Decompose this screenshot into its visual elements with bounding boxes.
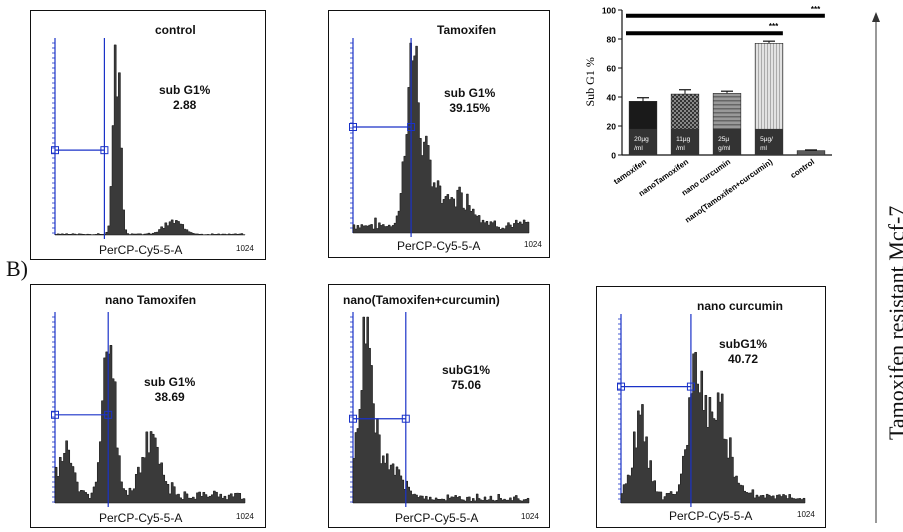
gate-handle <box>407 123 416 131</box>
dose-label: /ml <box>676 145 685 152</box>
panel-title-tamoxifen: Tamoxifen <box>437 23 497 37</box>
dose-label: 5µg/ <box>760 136 773 143</box>
category-label: tamoxifen <box>612 157 648 186</box>
panel-title-nano-curcumin: nano curcumin <box>697 299 784 313</box>
panel-title-control: control <box>155 23 196 37</box>
dose-label: 20µg <box>634 136 649 143</box>
y-tick-label: 80 <box>607 35 617 45</box>
histogram-nano-tamoxifen <box>51 312 246 507</box>
dose-label: g/ml <box>718 145 731 152</box>
gate-handle <box>349 414 357 423</box>
histogram-nano-tam-cur <box>349 312 530 507</box>
subg1-label-text: subG1% <box>719 337 768 351</box>
subg1-bar-chart: 0 20 40 60 80 100 Sub G1 % 20µg/ml tamoxifen 11µg… <box>583 5 832 225</box>
bar-4 <box>796 150 826 156</box>
histogram-panel-nano-curcumin: nano curcumin subG1% 40.72 PerCP-Cy5-5-A… <box>596 286 826 528</box>
subg1-label-text: sub G1% <box>444 86 496 100</box>
subg1-label-text: sub G1% <box>144 375 196 389</box>
y-axis-title: Sub G1 % <box>583 57 597 106</box>
x-axis-label-nano-curcumin: PerCP-Cy5-5-A <box>669 509 753 523</box>
panel-title-nano-tam-cur: nano(Tamoxifen+curcumin) <box>343 293 500 307</box>
x-axis-label-nano-tamoxifen: PerCP-Cy5-5-A <box>99 511 183 525</box>
gate-handle <box>100 146 109 155</box>
gate-handle <box>51 146 59 155</box>
dose-label: ml <box>760 145 767 152</box>
histogram-panel-tamoxifen: Tamoxifen sub G1% 39.15% PerCP-Cy5-5-A 1… <box>328 10 550 258</box>
subg1-label-text: sub G1% <box>159 83 211 97</box>
x-axis-label-nano-tam-cur: PerCP-Cy5-5-A <box>395 511 479 525</box>
subg1-label-nano-tam-cur: subG1% 75.06 <box>442 363 490 393</box>
histogram-area <box>54 44 246 236</box>
gate-handle <box>104 410 113 419</box>
significance-label: *** <box>769 22 779 31</box>
histogram-area <box>352 42 530 234</box>
gate-handle <box>349 123 357 131</box>
dose-label: /ml <box>634 145 643 152</box>
gate-handle <box>686 382 695 391</box>
gate-handle <box>617 382 625 391</box>
subg1-value: 38.69 <box>154 390 185 404</box>
histogram-panel-nano-tamoxifen: nano Tamoxifen sub G1% 38.69 PerCP-Cy5-5… <box>30 284 266 528</box>
subg1-label-nano-curcumin: subG1% 40.72 <box>719 337 767 367</box>
subg1-value: 2.88 <box>173 98 197 112</box>
category-label: nano(Tamoxifen+curcumin) <box>683 157 774 225</box>
x-axis-max-nano-tamoxifen: 1024 <box>236 512 254 521</box>
histogram-panel-nano-tam-cur: nano(Tamoxifen+curcumin) subG1% 75.06 Pe… <box>328 284 550 528</box>
dose-box <box>713 128 741 155</box>
subg1-value: 39.15% <box>449 101 491 115</box>
dose-label: 25µ <box>718 136 729 143</box>
dose-box <box>671 128 699 155</box>
significance-label: *** <box>811 5 821 14</box>
x-axis-label-tamoxifen: PerCP-Cy5-5-A <box>397 239 481 253</box>
dose-label: 11µg <box>676 136 690 143</box>
category-label: control <box>789 157 816 180</box>
panel-title-nano-tamoxifen: nano Tamoxifen <box>105 293 197 307</box>
histogram-area <box>620 351 806 504</box>
y-tick-label: 0 <box>611 151 616 161</box>
gate-handle <box>401 414 410 423</box>
histogram-panel-control: control sub G1% 2.88 PerCP-Cy5-5-A 1024 <box>30 10 266 260</box>
subg1-value: 75.06 <box>450 378 482 392</box>
y-tick-label: 40 <box>607 93 617 103</box>
histogram-tamoxifen <box>349 38 530 237</box>
histogram-nano-curcumin <box>617 314 806 507</box>
histogram-area <box>352 316 530 504</box>
dose-box <box>755 128 783 155</box>
subg1-label-control: sub G1% 2.88 <box>159 83 210 113</box>
y-tick-label: 60 <box>607 64 617 74</box>
subg1-label-text: subG1% <box>442 363 491 377</box>
side-arrow <box>872 12 880 523</box>
histogram-control <box>51 38 246 239</box>
x-axis-max-tamoxifen: 1024 <box>524 240 542 249</box>
subg1-label-tamoxifen: sub G1% 39.15% <box>444 86 495 116</box>
side-label: Tamoxifen resistant Mcf-7 <box>884 205 903 440</box>
y-tick-label: 100 <box>602 6 616 16</box>
x-axis-label-control: PerCP-Cy5-5-A <box>99 243 183 257</box>
x-axis-max-control: 1024 <box>236 244 254 253</box>
x-axis-max-nano-curcumin: 1024 <box>797 510 815 519</box>
x-axis-max-nano-tam-cur: 1024 <box>521 512 539 521</box>
dose-box <box>629 128 657 155</box>
histogram-area <box>54 345 246 504</box>
section-label-b: B) <box>6 256 28 281</box>
subg1-value: 40.72 <box>727 352 759 366</box>
subg1-label-nano-tamoxifen: sub G1% 38.69 <box>144 375 195 405</box>
gate-handle <box>51 410 59 419</box>
y-tick-label: 20 <box>607 122 617 132</box>
